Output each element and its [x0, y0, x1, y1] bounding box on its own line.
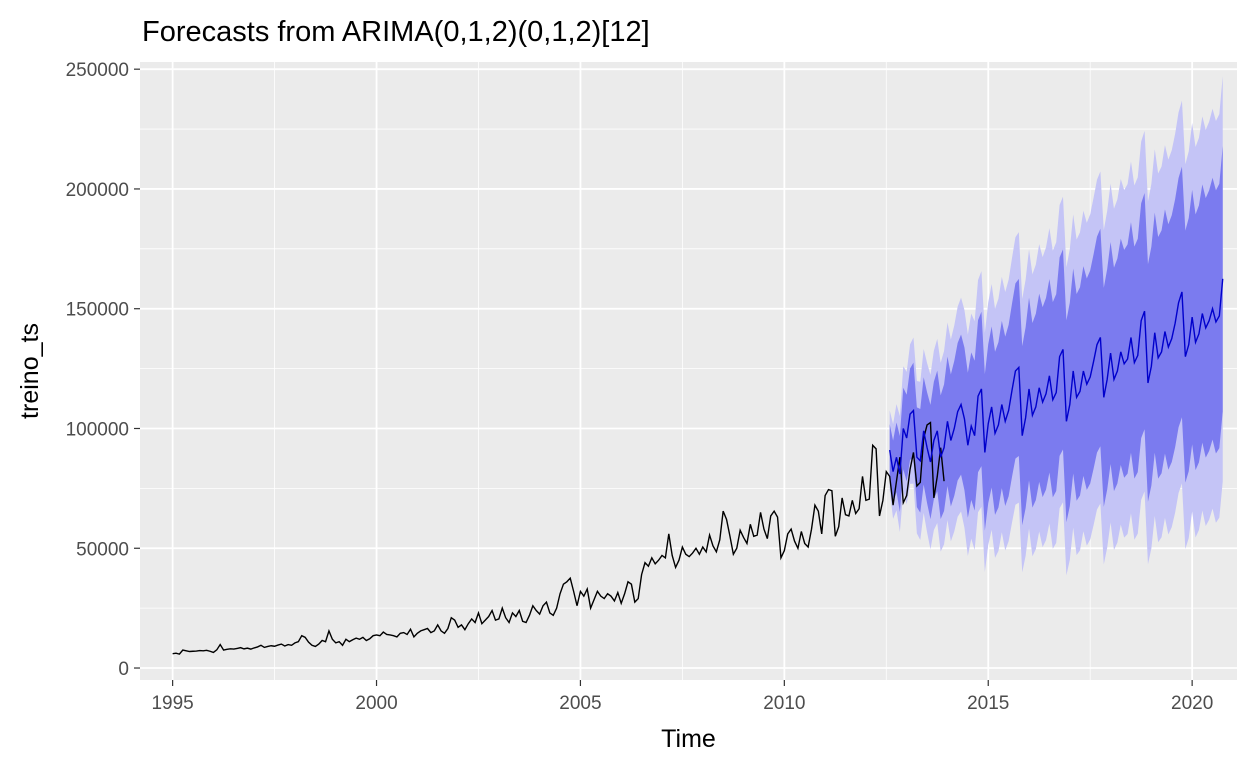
prediction-interval-80-band: [889, 146, 1223, 531]
x-tick-label: 1995: [151, 693, 193, 714]
y-tick-label: 50000: [76, 539, 129, 560]
chart-title: Forecasts from ARIMA(0,1,2)(0,1,2)[12]: [142, 16, 650, 48]
x-tick-label: 2010: [763, 693, 805, 714]
y-tick-label: 150000: [66, 300, 129, 321]
observed-series-line: [172, 421, 945, 655]
x-tick-label: 2020: [1171, 693, 1213, 714]
y-axis-ticks: 0 50000 100000 150000 200000 250000: [66, 60, 140, 680]
y-axis-title: treino_ts: [16, 323, 44, 419]
forecast-series-line: [888, 278, 1224, 475]
y-tick-label: 200000: [66, 180, 129, 201]
x-axis-ticks: 1995 2000 2005 2010 2015 2020: [151, 680, 1213, 714]
x-tick-label: 2000: [355, 693, 397, 714]
x-tick-label: 2005: [559, 693, 601, 714]
x-tick-label: 2015: [967, 693, 1009, 714]
y-tick-label: 250000: [66, 60, 129, 81]
x-axis-title: Time: [661, 725, 716, 753]
y-tick-label: 100000: [66, 419, 129, 440]
y-tick-label: 0: [118, 659, 129, 680]
